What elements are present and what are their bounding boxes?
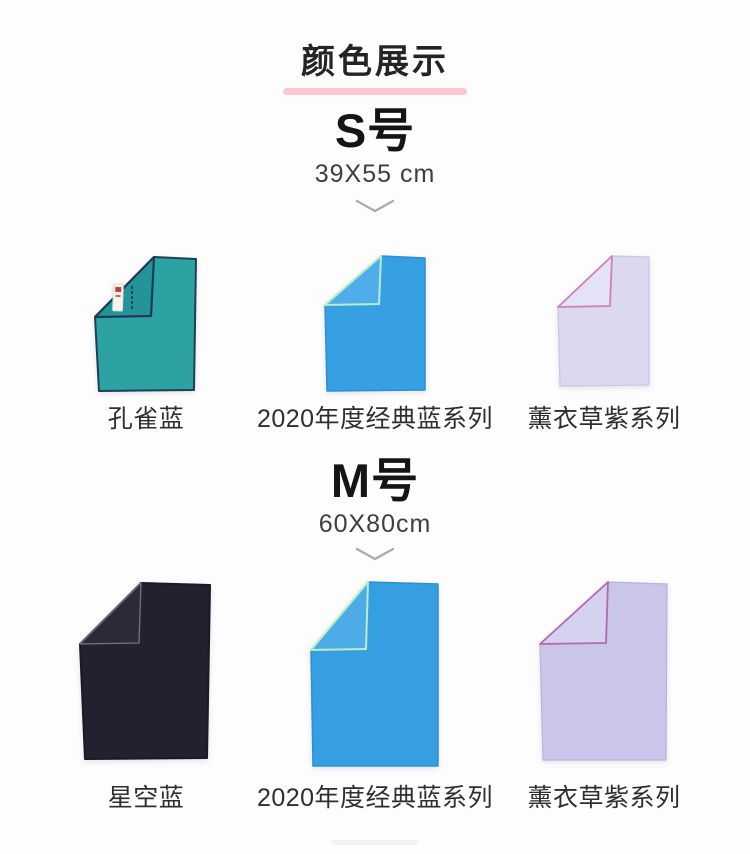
towel-image-wrap (539, 581, 669, 771)
towel-image-starry-blue (79, 582, 211, 760)
towel-image-wrap (557, 255, 651, 395)
care-label-tag-mark (115, 294, 121, 298)
chevron-down-icon (355, 199, 395, 213)
size-s-heading: S号 (334, 104, 416, 157)
page-title: 颜色展示 (301, 43, 449, 81)
swatch-label: 薰衣草紫系列 (527, 405, 681, 433)
swatch-label: 孔雀蓝 (107, 405, 185, 433)
swatch-label: 2020年度经典蓝系列 (256, 784, 494, 812)
swatch-s-peacock-blue: 孔雀蓝 (33, 255, 259, 433)
swatch-s-lavender: 薰衣草紫系列 (491, 255, 717, 433)
towel-image-peacock-blue (94, 255, 197, 392)
towel-fold-corner (323, 255, 382, 306)
towel-image-wrap (310, 581, 440, 771)
care-label-tag-mark (115, 286, 122, 293)
towel-image-wrap (323, 255, 427, 395)
size-section-m: M号 60X80cm 星空蓝 (0, 433, 750, 812)
towel-image-classic-blue (310, 581, 439, 767)
size-section-s: S号 39X55 cm 孔雀蓝 (0, 95, 750, 433)
towel-fold-corner (539, 581, 609, 645)
swatch-m-classic-blue: 2020年度经典蓝系列 (257, 581, 493, 812)
swatch-m-lavender: 薰衣草紫系列 (491, 581, 717, 812)
swatch-label: 星空蓝 (107, 784, 185, 812)
swatch-row-s: 孔雀蓝 2020年度经典蓝系列 (33, 255, 717, 433)
towel-fold-corner (557, 255, 613, 308)
size-m-heading: M号 (330, 454, 420, 507)
towel-image-wrap (79, 581, 213, 771)
towel-body (79, 582, 211, 760)
towel-image-lavender (557, 255, 650, 387)
next-chevron-hint (332, 840, 418, 845)
size-m-dimensions: 60X80cm (318, 510, 432, 538)
towel-image-classic-blue (323, 255, 426, 392)
swatch-s-classic-blue: 2020年度经典蓝系列 (257, 255, 493, 433)
chevron-down-icon (355, 547, 395, 561)
towel-image-wrap (94, 255, 198, 395)
swatch-row-m: 星空蓝 2020年度经典蓝系列 (33, 581, 717, 812)
title-underline-accent (283, 88, 467, 95)
towel-body (310, 581, 439, 767)
swatch-m-starry-blue: 星空蓝 (33, 581, 259, 812)
towel-fold-corner (79, 582, 142, 645)
swatch-label: 2020年度经典蓝系列 (256, 405, 494, 433)
size-s-dimensions: 39X55 cm (314, 160, 436, 188)
towel-fold-corner (310, 581, 369, 651)
towel-fold-corner (94, 255, 156, 319)
towel-image-lavender (539, 581, 668, 761)
page-title-block: 颜色展示 (283, 44, 467, 95)
swatch-label: 薰衣草紫系列 (527, 784, 681, 812)
